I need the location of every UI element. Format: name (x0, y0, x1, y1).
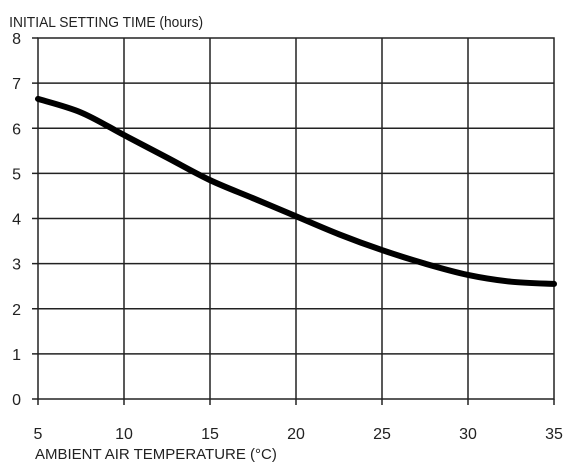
plot-frame (37, 37, 555, 400)
axes (32, 37, 555, 405)
x-axis-label: AMBIENT AIR TEMPERATURE (°C) (35, 446, 277, 463)
x-tick-label: 15 (201, 426, 219, 443)
x-tick-label: 5 (34, 426, 43, 443)
y-tick-label: 7 (12, 76, 21, 93)
y-tick-label: 0 (12, 392, 21, 409)
x-tick-label: 25 (373, 426, 391, 443)
series (35, 95, 557, 287)
tick-labels: 5 10 15 20 25 30 35 0 1 2 3 4 5 6 7 8 (12, 31, 563, 443)
y-tick-label: 4 (12, 212, 21, 229)
series-line (35, 95, 557, 287)
y-tick-label: 5 (12, 166, 21, 183)
chart-title: INITIAL SETTING TIME (hours) (9, 15, 203, 32)
y-tick-label: 6 (12, 121, 21, 138)
y-tick-label: 2 (12, 302, 21, 319)
x-tick-label: 20 (287, 426, 305, 443)
y-tick-label: 8 (12, 31, 21, 48)
y-tick-label: 1 (12, 347, 21, 364)
x-tick-label: 10 (115, 426, 133, 443)
x-tick-label: 30 (459, 426, 477, 443)
y-tick-label: 3 (12, 257, 21, 274)
x-tick-label: 35 (545, 426, 563, 443)
